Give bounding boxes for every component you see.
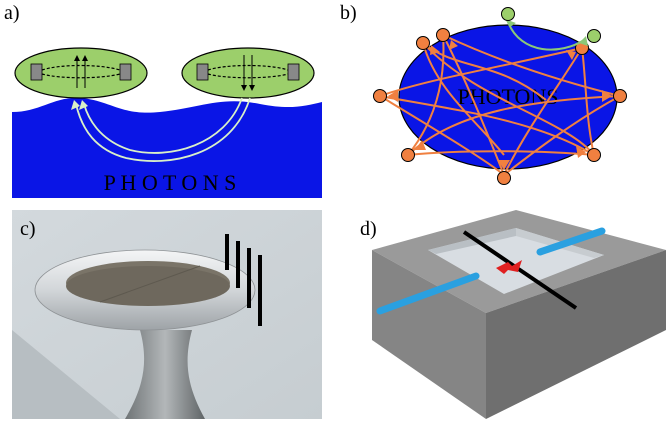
photons-label-a: P H O T O N S — [104, 170, 237, 195]
qubit-right — [181, 47, 315, 99]
panel-a: a) — [0, 0, 330, 205]
waveguides — [376, 227, 606, 315]
green-emitters — [501, 7, 601, 51]
panel-b-label: b) — [340, 2, 357, 24]
panel-c: c) — [0, 210, 330, 419]
panel-a-label: a) — [4, 2, 20, 24]
photon-bath — [12, 97, 322, 198]
panel-b: b) PHOTONS — [336, 0, 672, 205]
orange-coupling-arrows — [379, 34, 621, 176]
block-right-face — [486, 250, 666, 419]
microtoroid — [34, 249, 256, 331]
panel-d-render — [372, 210, 666, 419]
panel-d-label: d) — [360, 218, 377, 240]
pedestal-stem — [125, 330, 205, 419]
ground-plane — [12, 330, 120, 419]
coupling-arrow — [496, 260, 522, 274]
panel-a-diagram: P H O T O N S — [12, 47, 322, 198]
orange-emitters — [373, 28, 627, 185]
orange-arrowheads — [388, 40, 612, 170]
block-left-face — [372, 250, 486, 419]
optical-bar — [462, 230, 578, 310]
panel-c-render — [12, 210, 322, 419]
panel-b-diagram: PHOTONS — [373, 7, 627, 185]
photon-exchange-arrows — [71, 97, 251, 162]
qubit-left — [14, 47, 148, 99]
panel-c-label: c) — [20, 218, 36, 240]
panel-d: d) — [336, 210, 672, 419]
laser-bars — [225, 234, 262, 326]
